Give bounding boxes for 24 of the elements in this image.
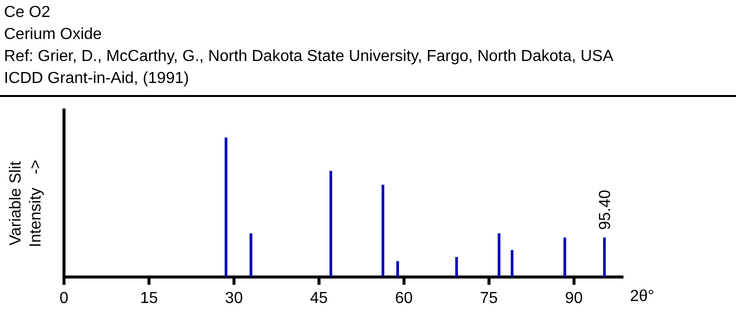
text: Ref: Grier, D., McCarthy, G., North Dakota State University, Fargo, North Dakota, USA <box>4 47 614 67</box>
bar <box>396 261 399 277</box>
y-axis-title: Variable Slit Intensity -> <box>7 160 44 248</box>
bar <box>498 233 500 277</box>
x-tick-label: 0 <box>60 290 69 307</box>
bar <box>250 233 252 277</box>
chart-title: Ce O2 <box>4 3 52 23</box>
x-tick-label: 60 <box>395 290 413 307</box>
bar <box>510 250 514 277</box>
x-tick-label: 15 <box>140 290 158 307</box>
x-tick-label: 30 <box>225 290 243 307</box>
bar <box>563 238 566 277</box>
annotation: 95.40 <box>596 190 614 230</box>
chart-subtitle: Cerium Oxide <box>4 25 103 45</box>
x-tick-label: 75 <box>480 290 498 307</box>
x-axis-title: 2θ° <box>630 288 654 306</box>
bar <box>603 238 606 277</box>
bar <box>455 257 458 277</box>
bar <box>224 137 228 277</box>
text: ICDD Grant-in-Aid, (1991) <box>4 69 190 89</box>
x-tick-label: 45 <box>310 290 328 307</box>
bar <box>382 184 384 277</box>
bar <box>329 170 332 277</box>
x-tick-label: 90 <box>564 290 583 307</box>
